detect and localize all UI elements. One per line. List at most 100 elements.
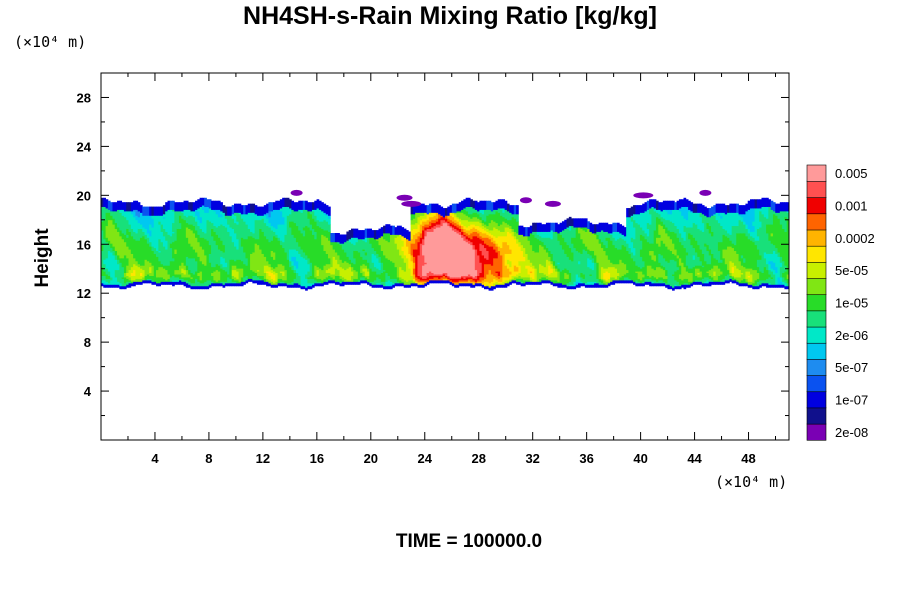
field-cell (236, 238, 239, 250)
field-cell (683, 218, 687, 227)
field-cell (119, 200, 123, 210)
chart-title: NH4SH-s-Rain Mixing Ratio [kg/kg] (243, 2, 657, 30)
field-cell (181, 212, 184, 219)
field-cell (630, 257, 634, 281)
field-cell (360, 238, 363, 257)
field-cell (341, 262, 345, 269)
field-cell (522, 282, 526, 287)
field-cell (410, 230, 414, 240)
field-cell (119, 212, 123, 231)
field-cell (217, 279, 221, 284)
field-cell (688, 200, 691, 210)
field-cell (477, 213, 480, 219)
field-cell (229, 278, 233, 284)
field-cell (165, 249, 168, 266)
field-cell (603, 278, 606, 281)
field-cell (424, 278, 428, 281)
field-cell (371, 237, 375, 249)
field-cell (357, 230, 361, 240)
field-cell (603, 272, 606, 279)
field-cell (479, 200, 483, 210)
field-cell (204, 206, 207, 213)
field-cell (516, 233, 519, 240)
field-cell (681, 244, 684, 263)
field-cell (309, 213, 313, 225)
field-cell (662, 281, 666, 284)
field-cell (486, 234, 489, 238)
field-cell (449, 277, 453, 279)
field-cell (293, 256, 297, 266)
field-cell (685, 219, 689, 228)
field-cell (353, 228, 356, 238)
field-cell (587, 266, 590, 282)
field-cell (323, 219, 327, 231)
field-cell (483, 243, 487, 249)
field-cell (268, 263, 272, 268)
field-cell (323, 230, 327, 237)
field-cell (279, 224, 283, 241)
field-cell (399, 225, 402, 235)
field-cell (321, 269, 324, 281)
field-cell (697, 244, 700, 257)
field-cell (227, 277, 230, 284)
field-cell (672, 209, 675, 224)
field-cell (614, 278, 618, 281)
field-cell (539, 231, 542, 237)
field-cell (772, 284, 776, 288)
field-cell (107, 282, 111, 285)
field-cell (681, 215, 684, 238)
field-cell (135, 278, 139, 282)
field-cell (401, 278, 405, 282)
field-cell (316, 269, 320, 276)
field-cell (479, 272, 483, 278)
x-axis-unit: (×10⁴ m) (715, 473, 788, 491)
field-cell (500, 208, 503, 210)
field-cell (107, 278, 111, 284)
field-cell (483, 227, 487, 231)
field-cell (270, 266, 274, 271)
field-cell (688, 284, 691, 288)
field-cell (534, 268, 538, 282)
field-cell (509, 228, 512, 234)
field-cell (383, 269, 386, 272)
field-cell (600, 282, 604, 285)
field-cell (222, 212, 226, 227)
field-cell (715, 281, 719, 285)
field-cell (676, 200, 680, 210)
field-cell (594, 281, 597, 284)
field-cell (513, 218, 517, 232)
field-cell (197, 272, 201, 276)
field-cell (256, 219, 260, 240)
field-cell (584, 227, 588, 232)
field-cell (529, 262, 533, 268)
field-cell (417, 282, 421, 285)
field-cell (708, 233, 712, 250)
field-cell (754, 244, 758, 271)
field-cell (341, 234, 345, 244)
field-cell (206, 285, 210, 290)
field-cell (451, 224, 455, 228)
field-cell (729, 278, 733, 282)
field-cell (665, 278, 668, 284)
field-cell (153, 281, 157, 285)
field-cell (103, 279, 106, 284)
field-cell (350, 262, 354, 268)
field-cell (516, 205, 519, 215)
field-cell (445, 221, 448, 224)
field-cell (275, 200, 278, 210)
field-cell (548, 274, 551, 278)
field-cell (701, 253, 705, 266)
field-cell (289, 213, 292, 222)
field-cell (240, 218, 244, 238)
field-cell (188, 243, 191, 259)
field-cell (412, 279, 416, 282)
field-cell (270, 225, 274, 231)
field-cell (316, 266, 320, 271)
field-cell (362, 240, 366, 250)
field-cell (532, 231, 535, 235)
field-cell (589, 231, 593, 252)
field-cell (433, 219, 437, 224)
field-cell (513, 205, 517, 215)
field-cell (211, 228, 214, 237)
field-cell (559, 271, 563, 284)
